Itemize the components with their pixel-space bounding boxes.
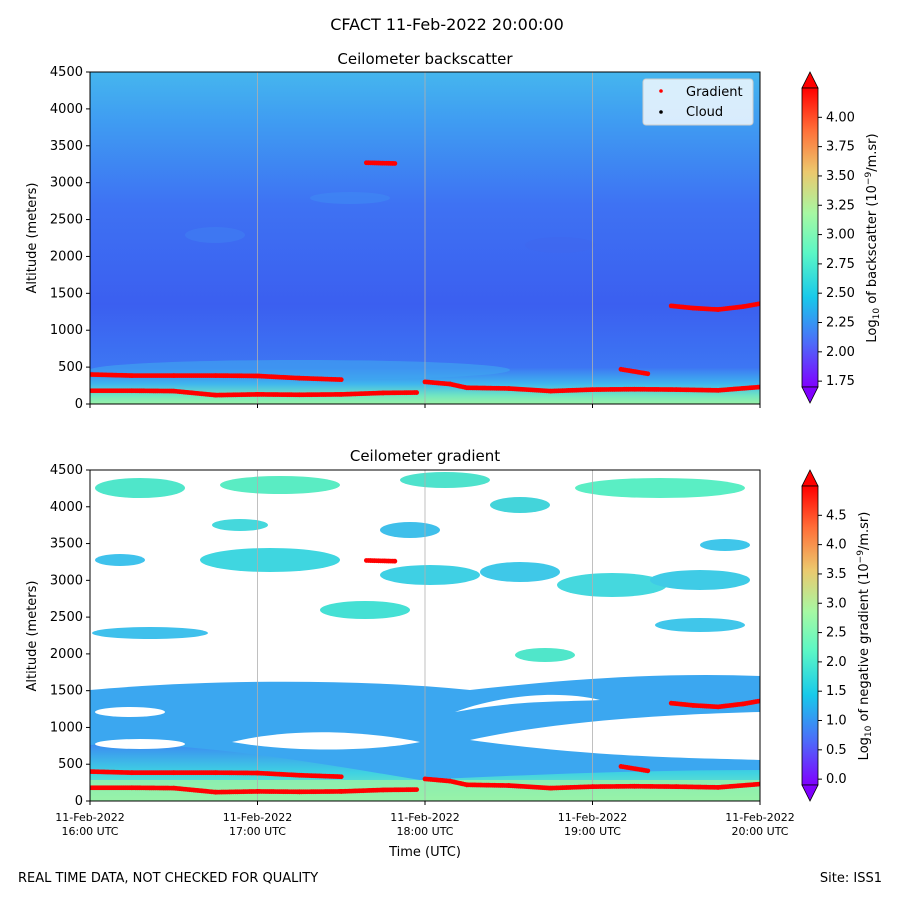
gradient-points-bottom [90,558,760,795]
x-tick-label-time: 16:00 UTC [61,825,118,838]
gradient-point [757,384,760,390]
backscatter-gridlines [257,72,593,404]
y-tick-label: 1500 [50,684,83,699]
y-tick-label: 0 [75,397,83,412]
legend: Gradient Cloud [642,78,754,126]
gradient-y-ticks: 0 500 1000 1500 2000 2500 3000 3500 4000 4500 [50,463,90,809]
x-tick-label-time: 17:00 UTC [229,825,286,838]
legend-cloud-marker [659,110,663,114]
backscatter-colorbar-ticks: 1.75 2.00 2.25 2.50 2.75 3.00 3.25 3.50 3.75 4.00 [818,110,855,389]
gradient-point [392,558,398,564]
y-tick-label: 1000 [50,720,83,735]
x-tick-label-date: 11-Feb-2022 [725,811,794,824]
colorbar-tick-label: 1.5 [826,684,847,699]
backscatter-y-ticks: 0 500 1000 1500 2000 2500 3000 3500 4000 4500 [50,65,90,412]
legend-cloud-label: Cloud [686,105,723,120]
x-tick-label-time: 20:00 UTC [731,825,788,838]
colorbar-tick-label: 4.0 [826,538,847,553]
colorbar-tick-label: 2.25 [826,316,855,331]
y-tick-label: 2500 [50,213,83,228]
colorbar-tick-label: 4.00 [826,110,855,125]
gradient-point [645,768,651,774]
x-tick-label-date: 11-Feb-2022 [55,811,124,824]
gradient-point [414,787,420,792]
x-tick-label-time: 18:00 UTC [396,825,453,838]
y-tick-label: 4000 [50,500,83,515]
colorbar-tick-label: 3.25 [826,198,855,213]
y-tick-label: 3500 [50,537,83,552]
gradient-point [414,390,420,395]
figure-title: CFACT 11-Feb-2022 20:00:00 [330,15,564,34]
x-tick-label-date: 11-Feb-2022 [390,811,459,824]
gradient-point [645,371,651,377]
backscatter-colorbar: 1.75 2.00 2.25 2.50 2.75 3.00 3.25 3.50 3.75 4.00… [801,71,882,404]
x-tick-label-time: 19:00 UTC [564,825,621,838]
backscatter-ylabel: Altitude (meters) [25,183,40,294]
gradient-colorbar: 0.0 0.5 1.0 1.5 2.0 2.5 3.0 3.5 4.0 4.5 Log10 of … [801,469,874,802]
gradient-point [392,161,398,166]
gradient-panel: Ceilometer gradient [25,447,874,860]
backscatter-colorbar-label: Log10 of backscatter (10−9/m.sr) [864,133,882,342]
gradient-point [757,698,760,704]
x-tick-label-date: 11-Feb-2022 [223,811,292,824]
legend-gradient-marker [659,89,663,93]
colorbar-tick-label: 3.50 [826,169,855,184]
gradient-title: Ceilometer gradient [350,447,500,465]
backscatter-panel: Ceilometer backscatter 0 500 1000 1500 2000 2… [25,50,882,412]
backscatter-title: Ceilometer backscatter [337,50,513,68]
y-tick-label: 500 [58,757,83,772]
legend-gradient-label: Gradient [686,85,743,100]
y-tick-label: 2500 [50,610,83,625]
colorbar-tick-label: 3.0 [826,596,847,611]
y-tick-label: 3500 [50,139,83,154]
colorbar-tick-label: 3.00 [826,228,855,243]
y-tick-label: 1000 [50,323,83,338]
x-tick-label-date: 11-Feb-2022 [558,811,627,824]
colorbar-tick-label: 1.0 [826,714,847,729]
gradient-colorbar-label: Log10 of negative gradient (10−9/m.sr) [856,512,874,761]
quality-notice: REAL TIME DATA, NOT CHECKED FOR QUALITY [18,871,318,886]
colorbar-tick-label: 3.75 [826,140,855,155]
colorbar-tick-label: 2.0 [826,655,847,670]
y-tick-label: 4500 [50,463,83,478]
colorbar-tick-label: 4.5 [826,508,847,523]
colorbar-tick-label: 2.5 [826,626,847,641]
gradient-colorbar-ticks: 0.0 0.5 1.0 1.5 2.0 2.5 3.0 3.5 4.0 4.5 [818,508,847,787]
colorbar-tick-label: 2.00 [826,345,855,360]
y-tick-label: 0 [75,794,83,809]
gradient-gridlines [257,470,593,801]
y-tick-label: 3000 [50,573,83,588]
colorbar-tick-label: 0.0 [826,772,847,787]
colorbar-tick-label: 1.75 [826,374,855,389]
backscatter-x-ticks [89,404,761,408]
y-tick-label: 4500 [50,65,83,80]
colorbar-tick-label: 0.5 [826,743,847,758]
y-tick-label: 2000 [50,647,83,662]
y-tick-label: 500 [58,360,83,375]
y-tick-label: 1500 [50,286,83,301]
gradient-point [338,774,344,780]
y-tick-label: 3000 [50,176,83,191]
colorbar-tick-label: 3.5 [826,567,847,582]
y-tick-label: 4000 [50,102,83,117]
gradient-ylabel: Altitude (meters) [25,581,40,692]
gradient-point [338,377,344,383]
gradient-point [757,301,760,307]
site-label: Site: ISS1 [820,871,882,886]
gradient-xlabel: Time (UTC) [388,845,461,860]
y-tick-label: 2000 [50,249,83,264]
colorbar-tick-label: 2.50 [826,286,855,301]
gradient-points-top [90,160,760,398]
colorbar-tick-label: 2.75 [826,257,855,272]
gradient-point [757,781,760,787]
